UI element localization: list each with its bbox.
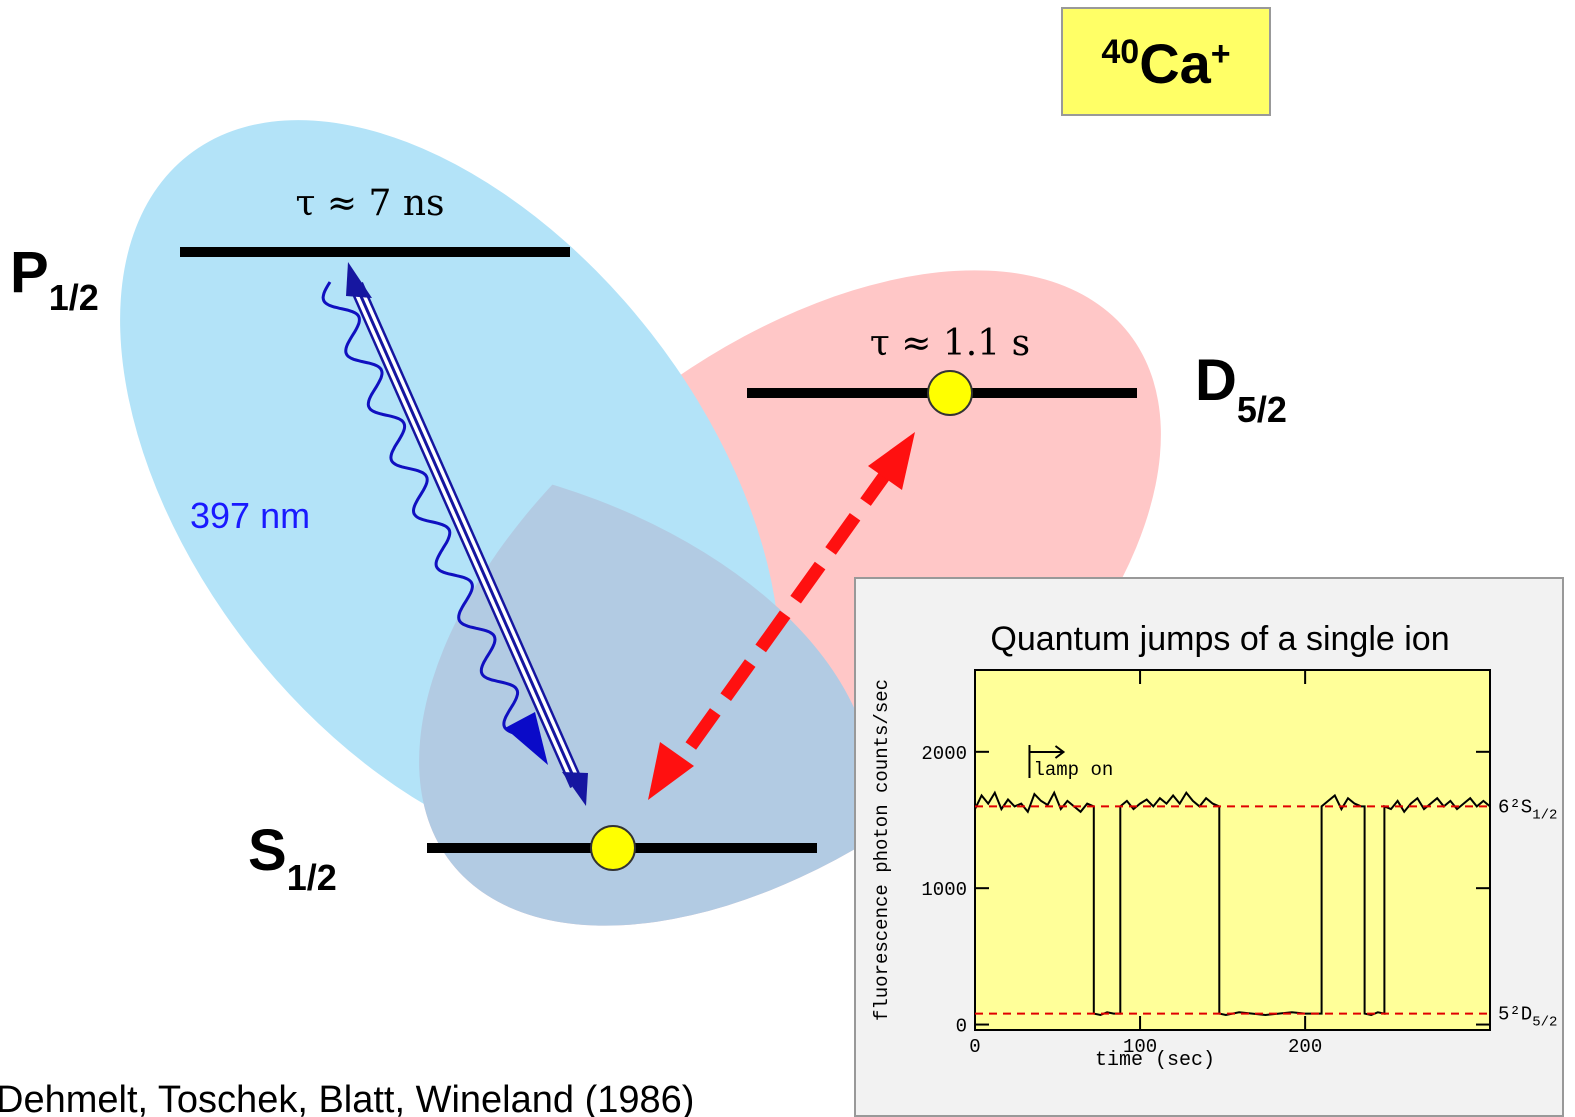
ion-mass: 40 bbox=[1101, 33, 1139, 71]
level-sub: 5/2 bbox=[1237, 389, 1287, 430]
x-tick-label: 200 bbox=[1288, 1036, 1322, 1058]
y-axis-label: fluorescence photon counts/sec bbox=[871, 679, 893, 1021]
chart-title: Quantum jumps of a single ion bbox=[990, 620, 1449, 658]
y-tick-label: 0 bbox=[956, 1016, 967, 1038]
level-sub: 1/2 bbox=[287, 857, 337, 898]
wavelength-label: 397 nm bbox=[190, 495, 310, 536]
citation: Dehmelt, Toschek, Blatt, Wineland (1986) bbox=[0, 1079, 694, 1117]
annotation-label: lamp on bbox=[1033, 759, 1113, 781]
s-label: S1/2 bbox=[248, 818, 337, 898]
p-lifetime: τ ≈ 7 ns bbox=[296, 183, 445, 224]
reference-main: 5²D bbox=[1498, 1004, 1532, 1026]
level-name: P bbox=[10, 240, 49, 305]
x-tick-label: 100 bbox=[1123, 1036, 1157, 1058]
ion-d bbox=[928, 371, 972, 415]
level-sub: 1/2 bbox=[49, 277, 99, 318]
reference-main: 6²S bbox=[1498, 796, 1532, 818]
ion-s bbox=[591, 826, 635, 870]
diagram: 40Ca+ P1/2 D5/2 S1/2 τ ≈ 7 ns τ ≈ 1.1 s … bbox=[0, 0, 1575, 1117]
ion-symbol: Ca bbox=[1139, 32, 1211, 95]
d-label: D5/2 bbox=[1195, 348, 1287, 430]
reference-sub: 1/2 bbox=[1532, 807, 1557, 823]
y-tick-label: 1000 bbox=[921, 879, 967, 901]
plot-area bbox=[975, 670, 1490, 1030]
level-name: D bbox=[1195, 348, 1237, 413]
level-name: S bbox=[248, 818, 287, 883]
d-lifetime: τ ≈ 1.1 s bbox=[870, 323, 1030, 364]
y-tick-label: 2000 bbox=[921, 743, 967, 765]
ion-charge: + bbox=[1211, 35, 1231, 73]
page: { "ion": {"mass": "40", "symbol": "Ca", … bbox=[0, 0, 1575, 1117]
reference-sub: 5/2 bbox=[1532, 1015, 1557, 1031]
x-tick-label: 0 bbox=[969, 1036, 980, 1058]
p-label: P1/2 bbox=[10, 240, 99, 318]
